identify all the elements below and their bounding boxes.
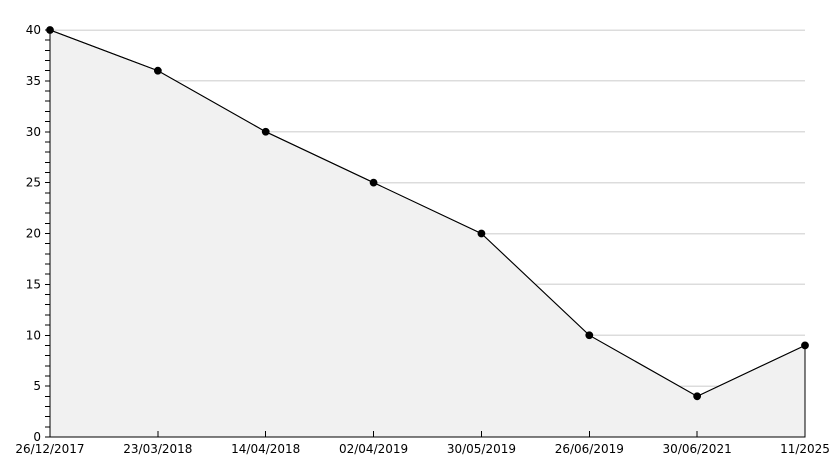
y-axis-tick-label: 0	[33, 430, 41, 444]
data-point-marker	[46, 26, 54, 34]
y-axis-tick-label: 5	[33, 379, 41, 393]
y-axis-tick-label: 30	[26, 125, 41, 139]
data-point-marker	[477, 229, 486, 238]
x-axis-tick-label: 02/04/2019	[339, 442, 408, 456]
y-axis-tick-label: 40	[26, 23, 41, 37]
data-point-marker	[801, 341, 809, 350]
data-point-marker	[369, 178, 378, 187]
y-axis-tick-label: 20	[26, 227, 41, 241]
x-axis-tick-label: 11/2025	[780, 442, 830, 456]
x-axis-tick-label: 26/12/2017	[15, 442, 84, 456]
y-axis-tick-label: 10	[26, 328, 41, 342]
x-axis-tick-label: 30/06/2021	[663, 442, 732, 456]
data-point-marker	[585, 331, 594, 340]
y-axis-tick-label: 15	[26, 277, 41, 291]
x-axis-tick-label: 14/04/2018	[231, 442, 300, 456]
y-axis-tick-label: 35	[26, 74, 41, 88]
series-line	[49, 29, 806, 397]
x-axis-tick-label: 26/06/2019	[555, 442, 624, 456]
data-point-marker	[693, 392, 702, 401]
y-axis-tick-label: 25	[26, 176, 41, 190]
data-point-marker	[261, 127, 270, 136]
x-axis-tick-label: 23/03/2018	[123, 442, 192, 456]
x-axis-tick-label: 30/05/2019	[447, 442, 516, 456]
data-point-marker	[153, 66, 162, 75]
